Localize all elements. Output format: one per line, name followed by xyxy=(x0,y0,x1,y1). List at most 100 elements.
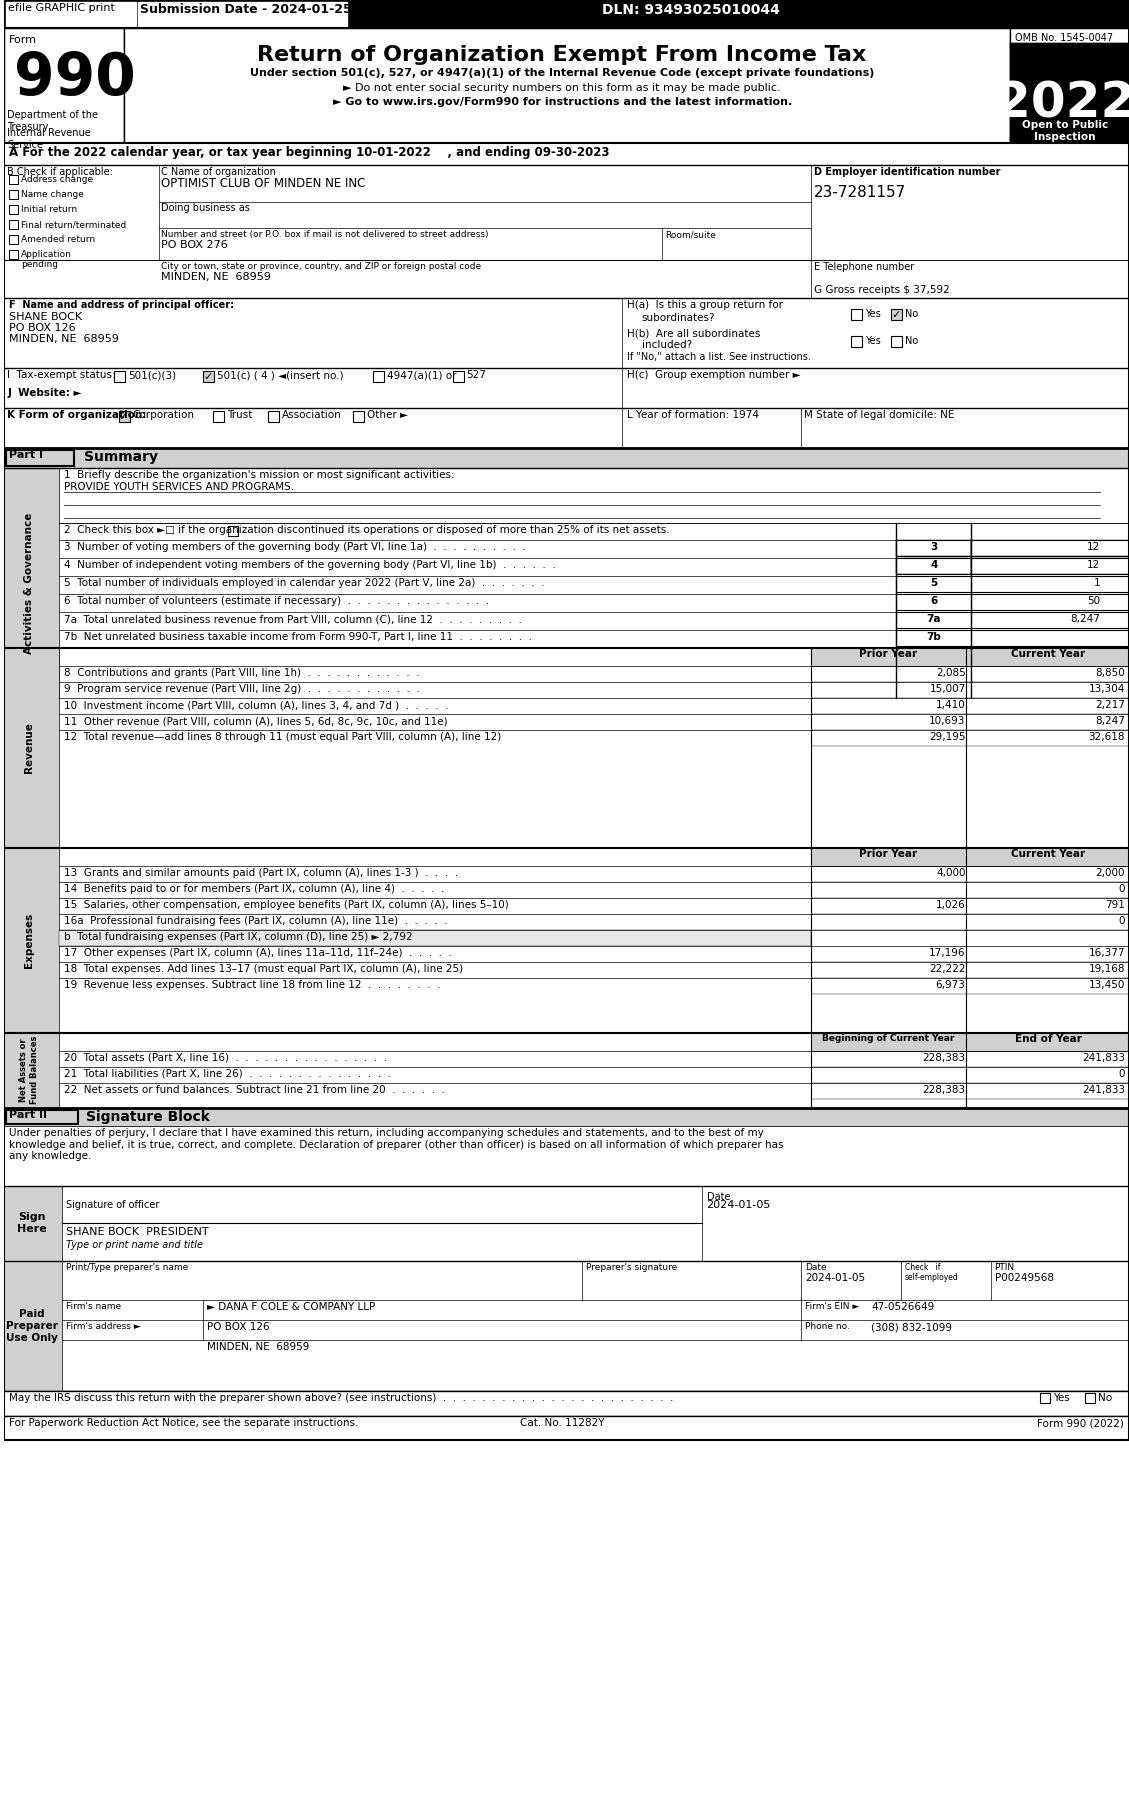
Bar xyxy=(5,143,1129,165)
Text: 8  Contributions and grants (Part VIII, line 1h)  .  .  .  .  .  .  .  .  .  .  : 8 Contributions and grants (Part VIII, l… xyxy=(64,668,420,678)
Text: Firm's address ►: Firm's address ► xyxy=(65,1322,141,1331)
Text: 22  Net assets or fund balances. Subtract line 21 from line 20  .  .  .  .  .  .: 22 Net assets or fund balances. Subtract… xyxy=(64,1085,445,1096)
Bar xyxy=(5,648,59,847)
Bar xyxy=(5,1186,1129,1261)
Text: 14  Benefits paid to or for members (Part IX, column (A), line 4)  .  .  .  .  .: 14 Benefits paid to or for members (Part… xyxy=(64,883,445,894)
Text: J  Website: ►: J Website: ► xyxy=(7,388,81,397)
Text: 2,000: 2,000 xyxy=(1095,869,1124,878)
Bar xyxy=(5,1126,1129,1186)
Text: 17  Other expenses (Part IX, column (A), lines 11a–11d, 11f–24e)  .  .  .  .  .: 17 Other expenses (Part IX, column (A), … xyxy=(64,949,452,958)
Text: Date: Date xyxy=(805,1263,826,1272)
Text: 10,693: 10,693 xyxy=(929,717,965,726)
Bar xyxy=(965,847,1129,865)
Bar xyxy=(5,0,1129,27)
Bar xyxy=(851,308,863,319)
Bar xyxy=(891,336,902,346)
Text: Room/suite: Room/suite xyxy=(665,230,716,239)
Text: Activities & Governance: Activities & Governance xyxy=(24,512,34,653)
Bar xyxy=(896,559,971,573)
Bar xyxy=(812,648,965,666)
Bar xyxy=(453,372,464,383)
Text: 7b: 7b xyxy=(926,631,942,642)
Text: PROVIDE YOUTH SERVICES AND PROGRAMS.: PROVIDE YOUTH SERVICES AND PROGRAMS. xyxy=(64,483,295,492)
Text: M State of legal domicile: NE: M State of legal domicile: NE xyxy=(804,410,955,421)
Text: 1,026: 1,026 xyxy=(936,900,965,911)
Bar xyxy=(5,368,1129,408)
Bar xyxy=(7,1110,78,1125)
Text: Form 990 (2022): Form 990 (2022) xyxy=(1038,1419,1124,1428)
Text: 10  Investment income (Part VIII, column (A), lines 3, 4, and 7d )  .  .  .  .  : 10 Investment income (Part VIII, column … xyxy=(64,700,448,709)
Text: P00249568: P00249568 xyxy=(995,1273,1053,1282)
Text: No: No xyxy=(904,336,918,346)
Text: Submission Date - 2024-01-25: Submission Date - 2024-01-25 xyxy=(140,4,351,16)
Text: H(a)  Is this a group return for: H(a) Is this a group return for xyxy=(627,299,782,310)
Text: Open to Public
Inspection: Open to Public Inspection xyxy=(1022,120,1109,141)
Text: 990: 990 xyxy=(15,51,135,107)
Text: 12  Total revenue—add lines 8 through 11 (must equal Part VIII, column (A), line: 12 Total revenue—add lines 8 through 11 … xyxy=(64,733,501,742)
Bar xyxy=(1010,44,1129,114)
Text: 0: 0 xyxy=(1119,916,1124,925)
Text: Trust: Trust xyxy=(227,410,253,421)
Bar xyxy=(5,297,1129,368)
Text: Under penalties of perjury, I declare that I have examined this return, includin: Under penalties of perjury, I declare th… xyxy=(9,1128,784,1161)
Text: B Check if applicable:: B Check if applicable: xyxy=(7,167,113,178)
Text: Sign
Here: Sign Here xyxy=(17,1212,47,1234)
Bar xyxy=(971,559,1129,573)
Text: ✓: ✓ xyxy=(119,412,129,423)
Text: 21  Total liabilities (Part X, line 26)  .  .  .  .  .  .  .  .  .  .  .  .  .  : 21 Total liabilities (Part X, line 26) .… xyxy=(64,1068,391,1079)
Text: Yes: Yes xyxy=(1053,1393,1070,1402)
Text: L Year of formation: 1974: L Year of formation: 1974 xyxy=(627,410,759,421)
Text: E Telephone number: E Telephone number xyxy=(814,261,914,272)
Text: 2  Check this box ►□ if the organization discontinued its operations or disposed: 2 Check this box ►□ if the organization … xyxy=(64,524,669,535)
Text: 50: 50 xyxy=(1087,597,1100,606)
Bar xyxy=(5,0,1129,1440)
Text: 228,383: 228,383 xyxy=(922,1052,965,1063)
Text: 7a: 7a xyxy=(927,613,940,624)
Text: 2024-01-05: 2024-01-05 xyxy=(707,1201,771,1210)
Text: May the IRS discuss this return with the preparer shown above? (see instructions: May the IRS discuss this return with the… xyxy=(9,1393,674,1402)
Bar xyxy=(851,336,863,346)
Bar xyxy=(5,1108,1129,1126)
Bar xyxy=(5,468,59,698)
Text: Signature Block: Signature Block xyxy=(86,1110,210,1125)
Text: Revenue: Revenue xyxy=(24,722,34,773)
Bar xyxy=(5,448,1129,468)
Text: Under section 501(c), 527, or 4947(a)(1) of the Internal Revenue Code (except pr: Under section 501(c), 527, or 4947(a)(1)… xyxy=(250,67,874,78)
Text: 32,618: 32,618 xyxy=(1088,733,1124,742)
Text: b  Total fundraising expenses (Part IX, column (D), line 25) ► 2,792: b Total fundraising expenses (Part IX, c… xyxy=(64,932,412,941)
Bar xyxy=(5,408,1129,448)
Text: Type or print name and title: Type or print name and title xyxy=(65,1241,203,1250)
Text: 8,850: 8,850 xyxy=(1095,668,1124,678)
Text: 11  Other revenue (Part VIII, column (A), lines 5, 6d, 8c, 9c, 10c, and 11e): 11 Other revenue (Part VIII, column (A),… xyxy=(64,717,447,726)
Text: subordinates?: subordinates? xyxy=(641,314,716,323)
Text: included?: included? xyxy=(641,339,692,350)
Text: 241,833: 241,833 xyxy=(1082,1085,1124,1096)
Bar xyxy=(1040,1393,1050,1402)
Text: 6,973: 6,973 xyxy=(936,980,965,990)
Text: Return of Organization Exempt From Income Tax: Return of Organization Exempt From Incom… xyxy=(257,45,867,65)
Bar xyxy=(9,205,18,214)
Text: 7b  Net unrelated business taxable income from Form 990-T, Part I, line 11  .  .: 7b Net unrelated business taxable income… xyxy=(64,631,532,642)
Bar xyxy=(5,259,1129,297)
Text: 2,217: 2,217 xyxy=(1095,700,1124,709)
Text: Summary: Summary xyxy=(84,450,158,464)
Text: 4947(a)(1) or: 4947(a)(1) or xyxy=(387,370,456,379)
Text: MINDEN, NE  68959: MINDEN, NE 68959 xyxy=(208,1342,309,1351)
Text: Net Assets or
Fund Balances: Net Assets or Fund Balances xyxy=(19,1036,38,1105)
Text: 4  Number of independent voting members of the governing body (Part VI, line 1b): 4 Number of independent voting members o… xyxy=(64,561,555,570)
Bar xyxy=(119,412,130,423)
Text: Current Year: Current Year xyxy=(1012,649,1085,658)
Text: 3  Number of voting members of the governing body (Part VI, line 1a)  .  .  .  .: 3 Number of voting members of the govern… xyxy=(64,542,526,551)
Bar xyxy=(138,2,347,25)
Text: K Form of organization:: K Form of organization: xyxy=(7,410,147,421)
Bar xyxy=(9,219,18,229)
Text: 18  Total expenses. Add lines 13–17 (must equal Part IX, column (A), line 25): 18 Total expenses. Add lines 13–17 (must… xyxy=(64,963,463,974)
Text: 9  Program service revenue (Part VIII, line 2g)  .  .  .  .  .  .  .  .  .  .  .: 9 Program service revenue (Part VIII, li… xyxy=(64,684,420,695)
Text: F  Name and address of principal officer:: F Name and address of principal officer: xyxy=(9,299,235,310)
Text: 3: 3 xyxy=(930,542,937,551)
Text: ✓: ✓ xyxy=(203,372,213,383)
Text: 13,304: 13,304 xyxy=(1088,684,1124,695)
Bar xyxy=(373,372,384,383)
Text: For Paperwork Reduction Act Notice, see the separate instructions.: For Paperwork Reduction Act Notice, see … xyxy=(9,1419,359,1428)
Text: H(b)  Are all subordinates: H(b) Are all subordinates xyxy=(627,328,760,337)
